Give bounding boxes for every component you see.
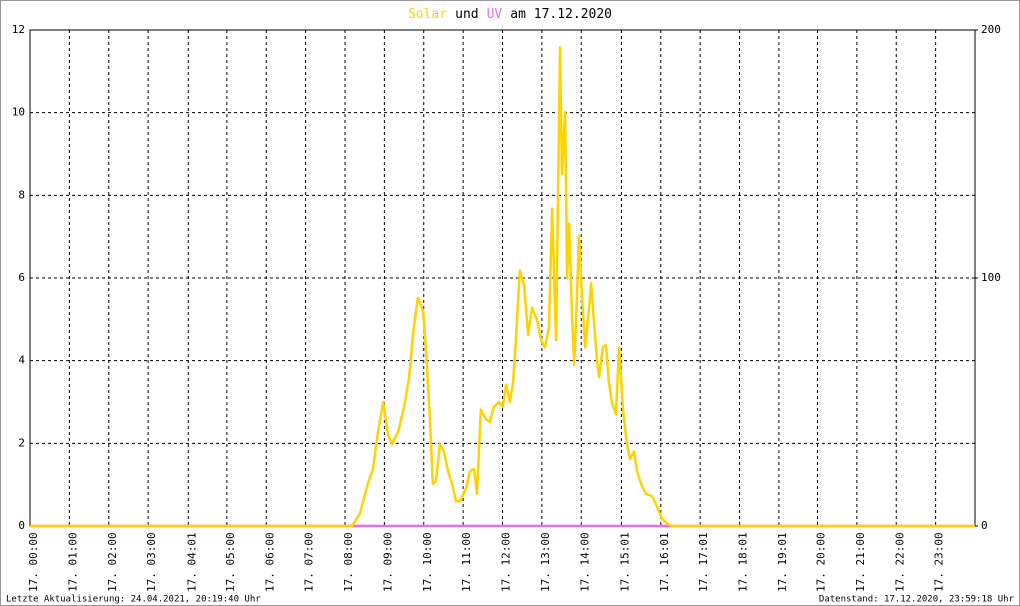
y2-tick-label: 100 [981, 271, 1001, 284]
x-tick-label: 17. 21:00 [854, 532, 867, 592]
y-tick-label: 4 [18, 354, 25, 367]
x-tick-label: 17. 02:00 [106, 532, 119, 592]
x-tick-label: 17. 14:00 [578, 532, 591, 592]
title-date: am 17.12.2020 [510, 7, 612, 22]
y-tick-label: 8 [18, 188, 25, 201]
chart-title: Solar und UV am 17.12.2020 [408, 7, 612, 22]
x-tick-label: 17. 20:00 [815, 532, 828, 592]
x-tick-label: 17. 06:00 [263, 532, 276, 592]
x-tick-label: 17. 19:01 [776, 532, 789, 592]
x-tick-label: 17. 23:00 [933, 532, 946, 592]
y-tick-label: 2 [18, 436, 25, 449]
footer-updated: Letzte Aktualisierung: 24.04.2021, 20:19… [6, 595, 261, 605]
x-tick-label: 17. 07:00 [303, 532, 316, 592]
x-tick-label: 17. 08:00 [342, 532, 355, 592]
series-line [30, 46, 975, 528]
x-tick-label: 17. 10:00 [421, 532, 434, 592]
footer-data-as-of: Datenstand: 17.12.2020, 23:59:18 Uhr [819, 595, 1015, 605]
x-tick-label: 17. 03:00 [145, 532, 158, 592]
title-uv: UV [487, 7, 503, 22]
x-tick-label: 17. 16:01 [658, 532, 671, 592]
y-tick-label: 6 [18, 271, 25, 284]
x-tick-label: 17. 01:00 [66, 532, 79, 592]
x-tick-label: 17. 09:00 [381, 532, 394, 592]
y2-tick-label: 200 [981, 23, 1001, 36]
x-tick-label: 17. 15:01 [618, 532, 631, 592]
title-solar: Solar [408, 7, 447, 22]
x-tick-label: 17. 11:00 [460, 532, 473, 592]
x-tick-label: 17. 00:00 [27, 532, 40, 592]
x-tick-label: 17. 22:00 [893, 532, 906, 592]
y-tick-label: 10 [12, 106, 25, 119]
title-connector: und [455, 7, 478, 22]
x-tick-label: 17. 04:01 [185, 532, 198, 592]
x-tick-label: 17. 18:01 [737, 532, 750, 592]
x-tick-label: 17. 13:00 [539, 532, 552, 592]
y2-tick-label: 0 [981, 519, 988, 532]
y-tick-label: 0 [18, 519, 25, 532]
x-tick-label: 17. 17:01 [697, 532, 710, 592]
y-tick-label: 12 [12, 23, 25, 36]
x-tick-label: 17. 12:00 [500, 532, 513, 592]
x-tick-label: 17. 05:00 [224, 532, 237, 592]
